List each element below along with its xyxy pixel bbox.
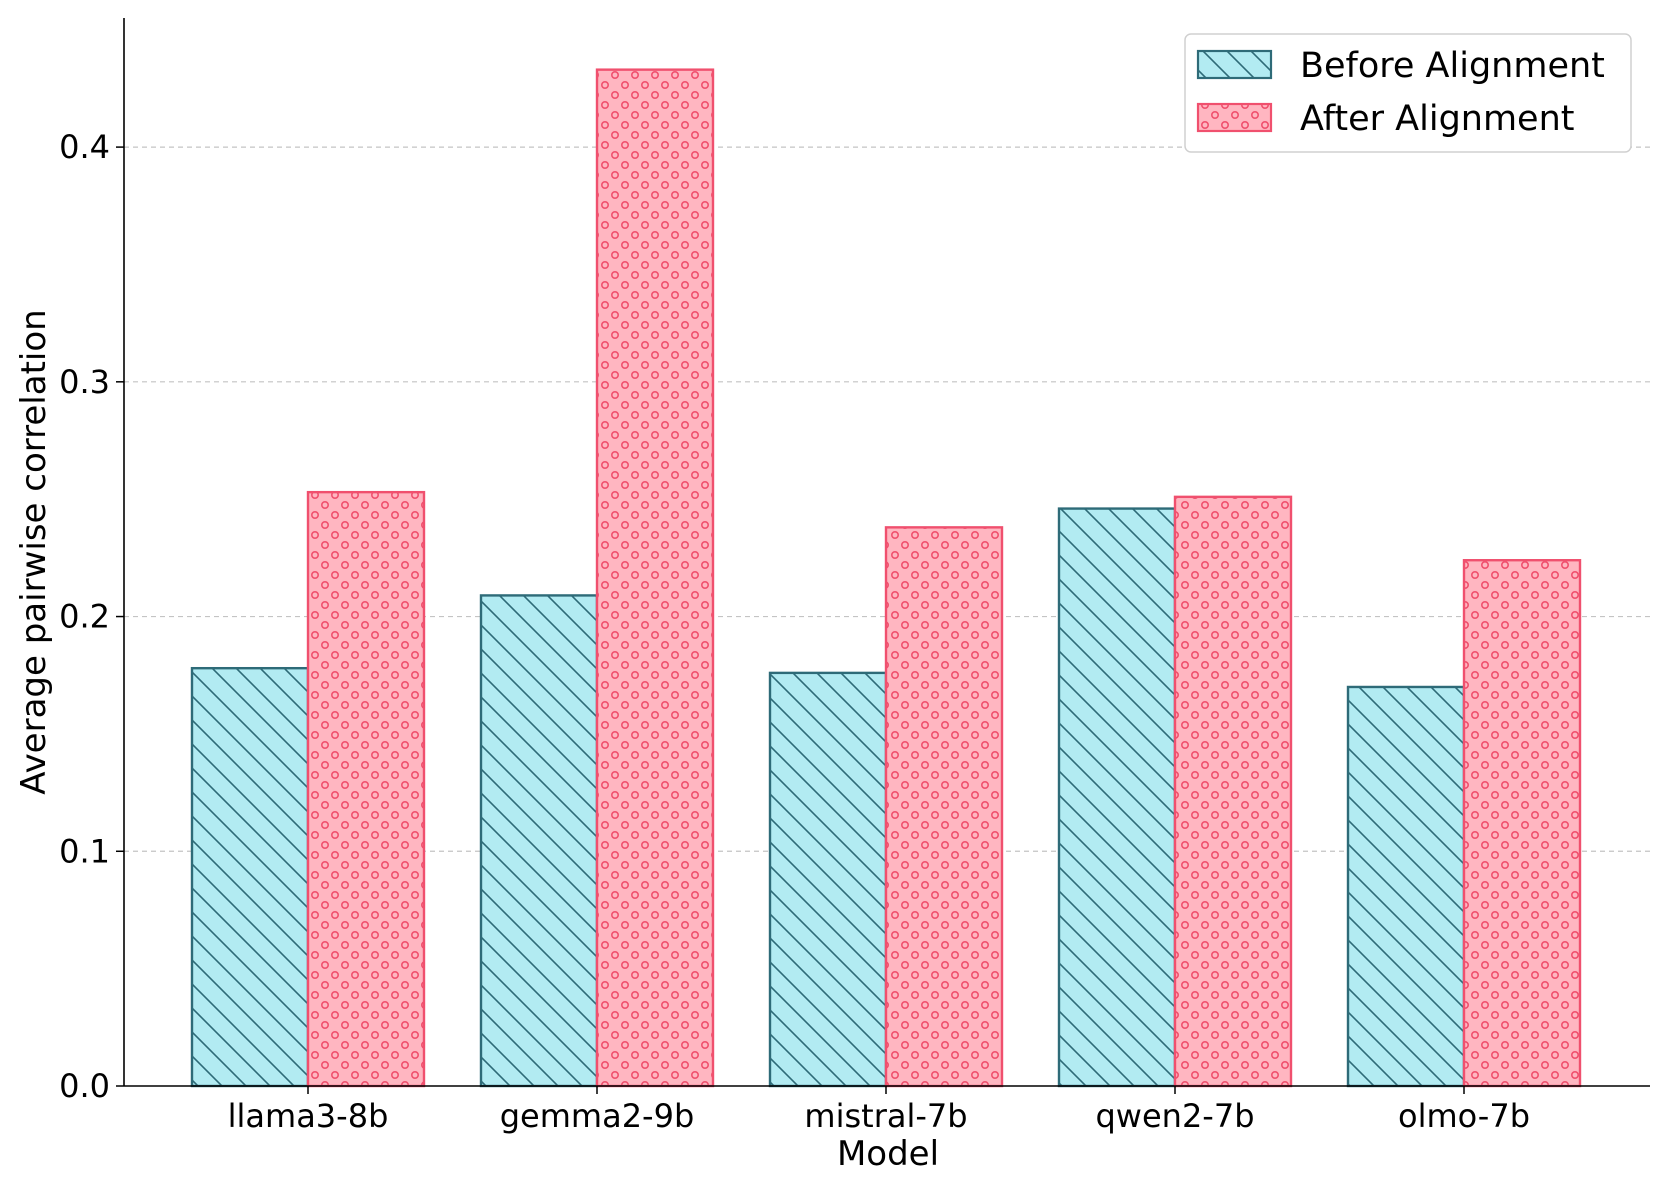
legend-frame [1184, 33, 1632, 153]
bar-before-llama3-8b [190, 666, 310, 1088]
bar-before-olmo-7b [1346, 685, 1466, 1088]
x-tick-label: llama3-8b [228, 1097, 389, 1135]
legend: Before Alignment After Alignment [1184, 33, 1632, 153]
x-tick-label: gemma2-9b [500, 1097, 695, 1135]
x-tick-label: qwen2-7b [1095, 1097, 1254, 1135]
y-tick-label: 0.3 [59, 363, 110, 401]
x-tick-label: mistral-7b [804, 1097, 967, 1135]
y-tick-label: 0.4 [59, 128, 110, 166]
axes [116, 18, 1650, 1094]
x-axis-label: Model [837, 1134, 939, 1174]
legend-label-after: After Alignment [1300, 99, 1575, 139]
bar-before-mistral-7b [768, 671, 888, 1088]
legend-label-before: Before Alignment [1300, 46, 1605, 86]
bar-after-mistral-7b [884, 526, 1004, 1088]
bar-after-olmo-7b [1462, 559, 1582, 1088]
legend-swatch-after [1196, 102, 1273, 133]
y-tick-label: 0.1 [59, 832, 110, 870]
bar-before-qwen2-7b [1057, 507, 1177, 1088]
y-tick-label: 0.2 [59, 598, 110, 636]
bar-after-llama3-8b [306, 490, 426, 1088]
bar-after-gemma2-9b [595, 68, 715, 1088]
x-tick-label: olmo-7b [1398, 1097, 1530, 1135]
bars [190, 68, 1582, 1088]
y-tick-label: 0.0 [59, 1067, 110, 1105]
bar-after-qwen2-7b [1173, 495, 1293, 1088]
bar-before-gemma2-9b [479, 594, 599, 1088]
y-axis-label: Average pairwise correlation [14, 309, 54, 794]
legend-swatch-before [1196, 49, 1273, 80]
tick-labels: 0.0 0.1 0.2 0.3 0.4 llama3-8b gemma2-9b mistral… [59, 128, 1530, 1135]
